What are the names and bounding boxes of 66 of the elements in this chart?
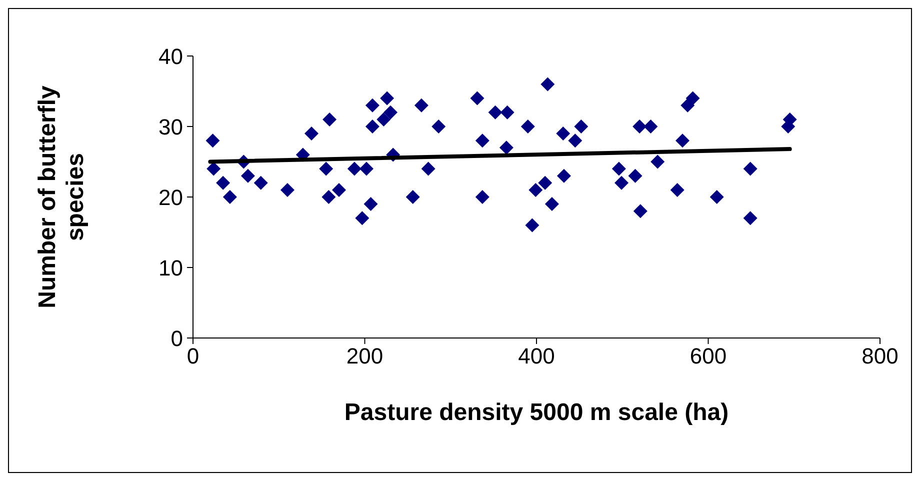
point bbox=[332, 182, 346, 197]
x-tick-label: 400 bbox=[518, 344, 555, 369]
point bbox=[743, 211, 758, 226]
point bbox=[488, 105, 502, 120]
y-tick-label: 10 bbox=[158, 255, 183, 280]
point bbox=[540, 77, 555, 92]
point bbox=[544, 197, 559, 212]
point bbox=[364, 197, 378, 212]
point bbox=[216, 176, 230, 190]
point bbox=[206, 134, 220, 148]
x-tick-label: 600 bbox=[690, 344, 727, 369]
point bbox=[686, 91, 700, 106]
point bbox=[475, 134, 490, 148]
y-tick-label: 30 bbox=[158, 114, 183, 140]
x-tick-label: 200 bbox=[346, 344, 384, 369]
point bbox=[500, 105, 514, 120]
point bbox=[628, 168, 642, 183]
y-tick-label: 40 bbox=[158, 44, 183, 69]
point bbox=[355, 211, 370, 226]
point bbox=[365, 120, 380, 134]
y-tick-label: 20 bbox=[158, 184, 183, 210]
point bbox=[240, 168, 255, 183]
point bbox=[675, 134, 690, 148]
point bbox=[538, 176, 552, 190]
point bbox=[414, 98, 428, 112]
point bbox=[633, 204, 648, 218]
point bbox=[568, 134, 582, 148]
point bbox=[322, 112, 337, 126]
point bbox=[380, 91, 394, 106]
point bbox=[347, 162, 362, 176]
x-tick-label: 0 bbox=[186, 344, 200, 369]
y-axis-title: Number of butterfly species bbox=[34, 85, 89, 308]
point bbox=[612, 162, 626, 176]
point bbox=[632, 120, 647, 134]
point bbox=[359, 162, 374, 176]
point bbox=[384, 105, 398, 120]
point bbox=[743, 162, 758, 176]
point bbox=[710, 190, 724, 204]
point bbox=[574, 120, 588, 134]
point bbox=[525, 218, 540, 232]
point bbox=[650, 154, 665, 169]
point bbox=[475, 190, 490, 204]
point bbox=[376, 112, 391, 126]
x-tick-label: 800 bbox=[862, 344, 898, 369]
point bbox=[520, 120, 535, 134]
point bbox=[304, 126, 319, 141]
point bbox=[280, 182, 294, 197]
point bbox=[556, 168, 571, 183]
point bbox=[206, 162, 221, 176]
point bbox=[556, 126, 570, 141]
point bbox=[499, 140, 514, 155]
point bbox=[670, 182, 684, 197]
point bbox=[365, 98, 380, 112]
point bbox=[432, 120, 446, 134]
point bbox=[644, 120, 658, 134]
y-tick-label: 0 bbox=[170, 326, 183, 351]
point bbox=[421, 162, 436, 176]
point bbox=[319, 162, 334, 176]
point bbox=[470, 91, 484, 106]
point bbox=[222, 190, 237, 204]
point bbox=[614, 176, 629, 190]
point bbox=[254, 176, 268, 190]
point bbox=[406, 190, 420, 204]
point bbox=[528, 182, 543, 197]
point bbox=[322, 190, 336, 204]
x-axis-title: Pasture density 5000 m scale (ha) bbox=[344, 399, 729, 426]
